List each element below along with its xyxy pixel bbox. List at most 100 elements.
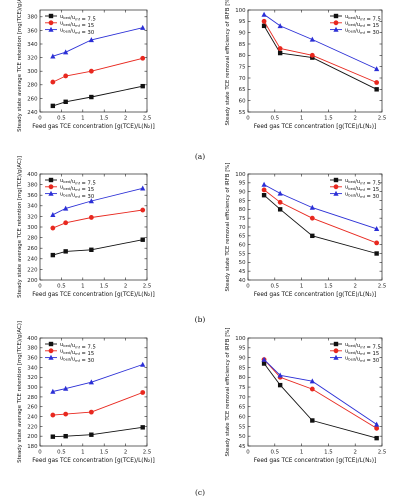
y-tick-label: 180 bbox=[27, 444, 38, 450]
legend-marker bbox=[48, 190, 54, 196]
y-tick-label: 75 bbox=[239, 216, 246, 222]
y-tick-label: 65 bbox=[239, 405, 246, 411]
y-tick-label: 80 bbox=[239, 375, 246, 381]
y-tick-label: 60 bbox=[239, 99, 246, 105]
data-point bbox=[261, 18, 267, 24]
x-tick-label: 1 bbox=[300, 450, 303, 456]
legend-marker bbox=[333, 184, 339, 190]
data-point bbox=[277, 190, 283, 196]
data-point bbox=[261, 181, 267, 187]
y-tick-label: 50 bbox=[239, 434, 246, 440]
series-line bbox=[263, 21, 377, 83]
x-tick-label: 1.5 bbox=[324, 116, 333, 122]
y-tick-label: 300 bbox=[27, 385, 38, 391]
y-tick-label: 100 bbox=[235, 172, 246, 178]
x-tick-label: 2.5 bbox=[143, 116, 152, 122]
legend-marker bbox=[48, 184, 54, 190]
data-point bbox=[309, 52, 315, 58]
y-tick-label: 65 bbox=[239, 87, 246, 93]
y-tick-label: 340 bbox=[27, 204, 38, 210]
y-tick-label: 340 bbox=[27, 365, 38, 371]
data-point bbox=[140, 237, 145, 242]
x-tick-label: 1.5 bbox=[324, 450, 333, 456]
y-tick-label: 70 bbox=[239, 225, 246, 231]
chart-a-left: 0 0.5 1 1.5 2 2.5 240 260 280 300 320 340 360 380 Feed… bbox=[17, 0, 155, 132]
y-tick-label: 90 bbox=[239, 31, 246, 37]
legend-entry: ubed/umf = 15 bbox=[60, 349, 94, 357]
data-point bbox=[374, 66, 380, 72]
series-line bbox=[52, 392, 143, 416]
data-point bbox=[309, 378, 315, 384]
data-point bbox=[50, 212, 56, 218]
data-point bbox=[374, 80, 380, 85]
legend-marker bbox=[48, 341, 54, 347]
panel-label-b: (b) bbox=[195, 315, 206, 324]
data-point bbox=[88, 198, 94, 204]
data-point bbox=[261, 11, 267, 17]
data-point bbox=[140, 55, 146, 61]
plot-frame bbox=[39, 337, 148, 447]
y-tick-label: 240 bbox=[27, 257, 38, 263]
y-tick-label: 400 bbox=[27, 172, 38, 178]
data-point bbox=[374, 251, 379, 256]
data-point bbox=[63, 249, 68, 254]
x-axis-label: Feed gas TCE concentration [g(TCE)/L(N₂)… bbox=[254, 292, 377, 298]
series-1 bbox=[261, 361, 379, 441]
y-axis-label: Steady state TCE removal efficiency of I… bbox=[225, 162, 231, 291]
data-point bbox=[63, 73, 69, 79]
legend-entry: ubed/umf = 15 bbox=[345, 21, 379, 29]
legend-marker bbox=[333, 341, 339, 347]
data-point bbox=[50, 412, 56, 418]
series-2 bbox=[50, 207, 146, 231]
series-line bbox=[52, 426, 143, 438]
y-tick-label: 55 bbox=[239, 251, 246, 257]
x-tick-label: 1 bbox=[300, 116, 303, 122]
data-point bbox=[374, 240, 380, 246]
data-point bbox=[374, 225, 380, 231]
y-tick-label: 55 bbox=[239, 424, 246, 430]
y-tick-label: 50 bbox=[239, 260, 246, 266]
legend-marker bbox=[48, 26, 54, 32]
data-point bbox=[309, 36, 315, 42]
x-tick-label: 2.5 bbox=[378, 116, 387, 122]
y-tick-label: 60 bbox=[239, 414, 246, 420]
data-point bbox=[374, 435, 379, 441]
data-point bbox=[88, 215, 94, 220]
y-tick-label: 80 bbox=[239, 53, 246, 59]
series-line bbox=[263, 359, 377, 425]
x-tick-label: 2 bbox=[353, 116, 356, 122]
y-tick-label: 40 bbox=[239, 278, 246, 284]
data-point bbox=[140, 425, 145, 430]
panel-label-a: (a) bbox=[195, 152, 205, 161]
x-tick-label: 2 bbox=[124, 116, 127, 122]
legend-entry: ubed/umf = 7.5 bbox=[345, 342, 381, 350]
y-tick-label: 85 bbox=[239, 198, 246, 204]
legend-entry: ubed/umf = 15 bbox=[60, 185, 94, 193]
data-point bbox=[50, 53, 56, 59]
y-tick-label: 100 bbox=[235, 336, 246, 342]
legend-marker bbox=[333, 190, 339, 196]
x-axis-label: Feed gas TCE concentration [g(TCE)/L(N₂)… bbox=[32, 124, 155, 130]
y-tick-label: 100 bbox=[235, 8, 246, 14]
series-3 bbox=[261, 356, 380, 427]
data-point bbox=[261, 361, 267, 366]
y-tick-label: 400 bbox=[27, 336, 38, 342]
series-line bbox=[263, 359, 377, 429]
y-tick-label: 300 bbox=[27, 69, 38, 75]
y-tick-label: 85 bbox=[239, 365, 246, 371]
series-line bbox=[52, 85, 143, 107]
x-tick-label: 1.5 bbox=[100, 116, 109, 122]
x-tick-label: 1 bbox=[300, 284, 303, 290]
y-tick-label: 200 bbox=[27, 434, 38, 440]
series-line bbox=[52, 187, 143, 216]
x-axis-label: Feed gas TCE concentration [g(TCE)/L(N₂)… bbox=[254, 124, 377, 130]
y-tick-label: 380 bbox=[27, 346, 38, 352]
data-point bbox=[374, 421, 380, 427]
y-tick-label: 70 bbox=[239, 395, 246, 401]
series-line bbox=[263, 14, 377, 70]
data-point bbox=[277, 50, 283, 56]
y-axis-label: Steady state TCE removal efficiency of I… bbox=[225, 0, 231, 126]
series-1 bbox=[50, 425, 145, 439]
